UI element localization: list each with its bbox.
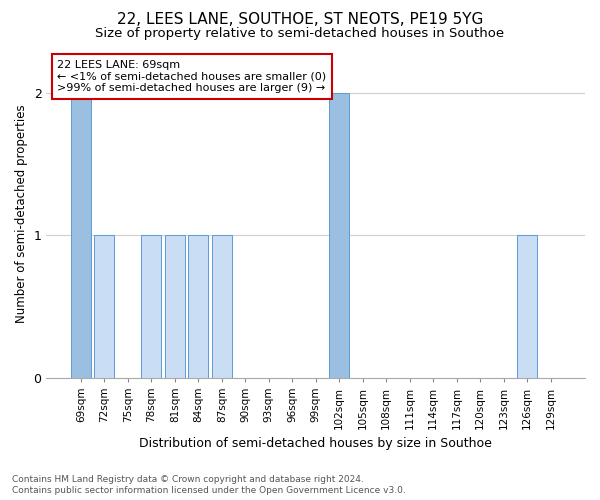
Text: Contains HM Land Registry data © Crown copyright and database right 2024.: Contains HM Land Registry data © Crown c… xyxy=(12,475,364,484)
Text: 22 LEES LANE: 69sqm
← <1% of semi-detached houses are smaller (0)
>99% of semi-d: 22 LEES LANE: 69sqm ← <1% of semi-detach… xyxy=(57,60,326,93)
Bar xyxy=(188,235,208,378)
Bar xyxy=(517,235,537,378)
Text: Contains public sector information licensed under the Open Government Licence v3: Contains public sector information licen… xyxy=(12,486,406,495)
Text: 22, LEES LANE, SOUTHOE, ST NEOTS, PE19 5YG: 22, LEES LANE, SOUTHOE, ST NEOTS, PE19 5… xyxy=(117,12,483,28)
X-axis label: Distribution of semi-detached houses by size in Southoe: Distribution of semi-detached houses by … xyxy=(139,437,492,450)
Bar xyxy=(165,235,185,378)
Text: Size of property relative to semi-detached houses in Southoe: Size of property relative to semi-detach… xyxy=(95,28,505,40)
Bar xyxy=(71,92,91,378)
Bar xyxy=(212,235,232,378)
Bar xyxy=(329,92,349,378)
Bar xyxy=(94,235,115,378)
Bar xyxy=(142,235,161,378)
Y-axis label: Number of semi-detached properties: Number of semi-detached properties xyxy=(15,104,28,323)
